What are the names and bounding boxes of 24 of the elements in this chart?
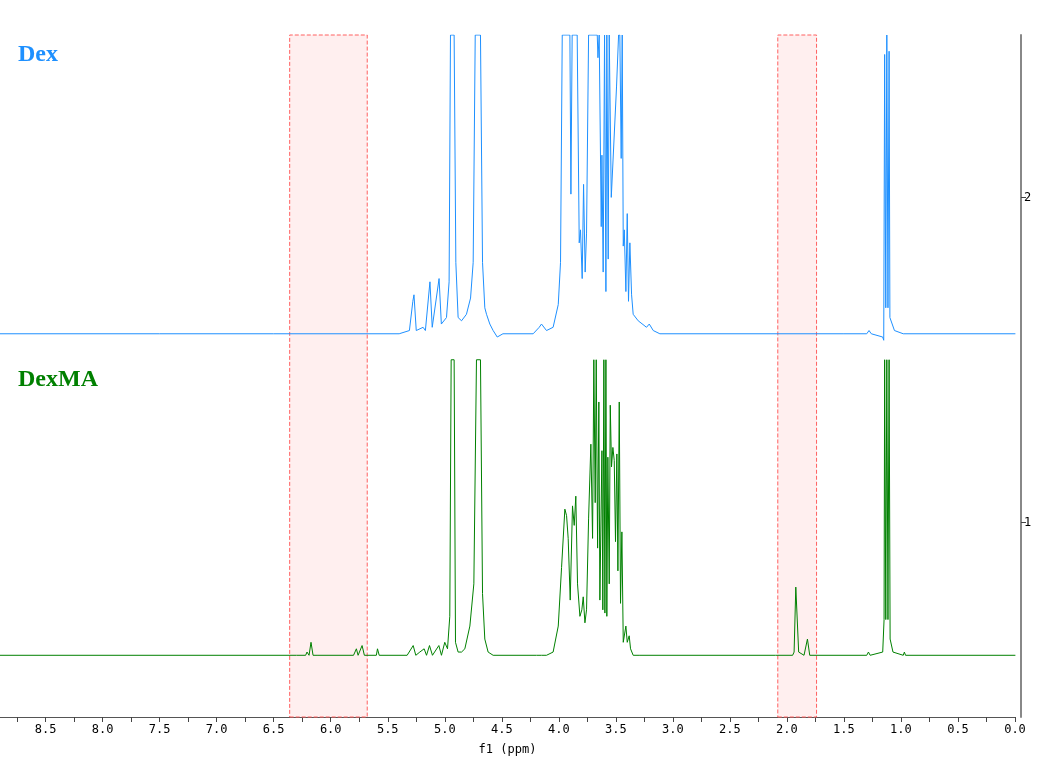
y-tick-label: 2 [1024, 190, 1032, 205]
text: DexMA [18, 364, 99, 391]
line-series [0, 34, 1016, 341]
x-tick-label: 7.5 [148, 722, 171, 736]
x-tick-label: 1.0 [890, 722, 912, 736]
x-tick-label: 8.5 [34, 722, 57, 736]
x-axis-title: f1 (ppm) [478, 742, 537, 756]
x-tick-label: 0.5 [947, 722, 969, 736]
x-tick-label: 6.5 [262, 722, 285, 736]
x-tick-label: 2.5 [719, 722, 741, 736]
x-tick-label: 6.0 [319, 722, 342, 736]
x-tick-label: 2.0 [776, 722, 798, 736]
x-tick-label: 0.0 [1004, 722, 1026, 736]
x-tick-label: 8.0 [91, 722, 114, 736]
x-tick-label: 3.0 [662, 722, 684, 736]
x-tick-label: 7.0 [205, 722, 228, 736]
x-tick-label: 4.5 [490, 722, 513, 736]
x-tick-label: 3.5 [605, 722, 627, 736]
text: Dex [18, 40, 58, 66]
x-tick-label: 5.0 [433, 722, 456, 736]
x-tick-label: 1.5 [833, 722, 855, 736]
x-tick-label: 5.5 [376, 722, 399, 736]
x-tick-label: 4.0 [547, 722, 570, 736]
y-tick-label: 1 [1024, 515, 1032, 530]
